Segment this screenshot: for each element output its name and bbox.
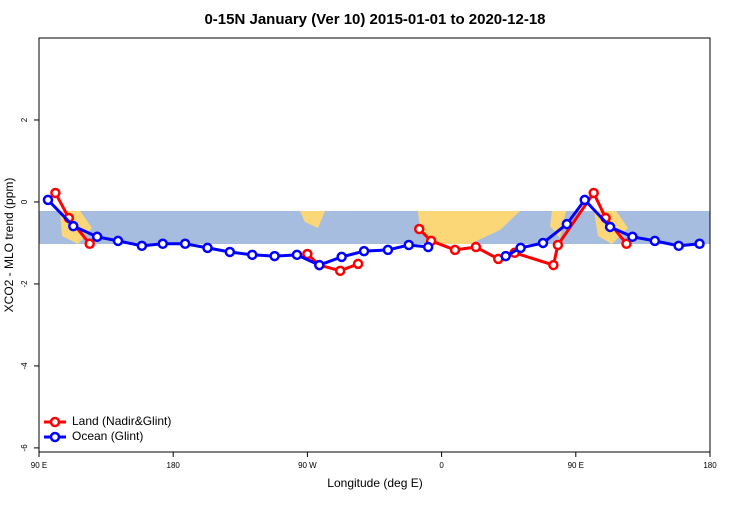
legend-marker bbox=[49, 431, 61, 443]
point bbox=[336, 251, 347, 263]
point bbox=[588, 187, 599, 199]
point bbox=[179, 238, 191, 250]
x-tick-label: 90 E bbox=[31, 461, 47, 470]
y-tick-label: -6 bbox=[20, 444, 29, 452]
plot-frame bbox=[38, 37, 711, 453]
point bbox=[673, 240, 684, 252]
point bbox=[413, 223, 425, 235]
point bbox=[358, 245, 370, 257]
point bbox=[449, 244, 461, 256]
point bbox=[314, 259, 325, 271]
y-axis-label: XCO2 - MLO trend (ppm) bbox=[2, 178, 16, 313]
point bbox=[334, 265, 346, 277]
point bbox=[515, 242, 526, 254]
y-tick-label: -2 bbox=[20, 280, 29, 288]
point bbox=[42, 194, 54, 206]
point bbox=[548, 259, 559, 271]
point bbox=[157, 238, 169, 250]
point bbox=[91, 231, 103, 243]
point bbox=[627, 231, 638, 243]
point bbox=[694, 238, 705, 250]
legend-label: Land (Nadir&Glint) bbox=[72, 414, 171, 428]
point bbox=[537, 237, 549, 249]
x-tick-label: 90 W bbox=[298, 461, 317, 470]
point bbox=[112, 235, 124, 247]
x-tick-label: 180 bbox=[703, 461, 717, 470]
point bbox=[649, 235, 661, 247]
point bbox=[352, 258, 364, 270]
x-tick-label: 90 E bbox=[568, 461, 584, 470]
legend-label: Ocean (Glint) bbox=[72, 429, 143, 443]
point bbox=[403, 239, 415, 251]
point bbox=[84, 238, 95, 250]
legend-marker bbox=[49, 416, 61, 428]
point bbox=[422, 241, 434, 253]
point bbox=[224, 246, 236, 258]
point bbox=[291, 249, 303, 261]
point bbox=[500, 250, 511, 262]
point bbox=[68, 220, 79, 232]
x-tick-label: 0 bbox=[439, 461, 444, 470]
chart-title: 0-15N January (Ver 10) 2015-01-01 to 202… bbox=[204, 11, 545, 28]
point bbox=[202, 242, 213, 254]
point bbox=[269, 250, 280, 262]
point bbox=[50, 187, 61, 199]
x-axis-label: Longitude (deg E) bbox=[327, 476, 422, 490]
x-tick-label: 180 bbox=[167, 461, 181, 470]
point bbox=[579, 194, 590, 206]
point bbox=[382, 244, 394, 256]
y-tick-label: 0 bbox=[20, 199, 29, 204]
point bbox=[604, 221, 616, 233]
point bbox=[470, 241, 482, 253]
y-tick-label: 2 bbox=[20, 117, 29, 122]
point bbox=[621, 238, 632, 250]
y-tick-label: -4 bbox=[20, 362, 29, 370]
point bbox=[136, 240, 148, 252]
map-band bbox=[39, 211, 710, 244]
point bbox=[552, 239, 564, 251]
point bbox=[561, 218, 573, 230]
point bbox=[246, 249, 258, 261]
